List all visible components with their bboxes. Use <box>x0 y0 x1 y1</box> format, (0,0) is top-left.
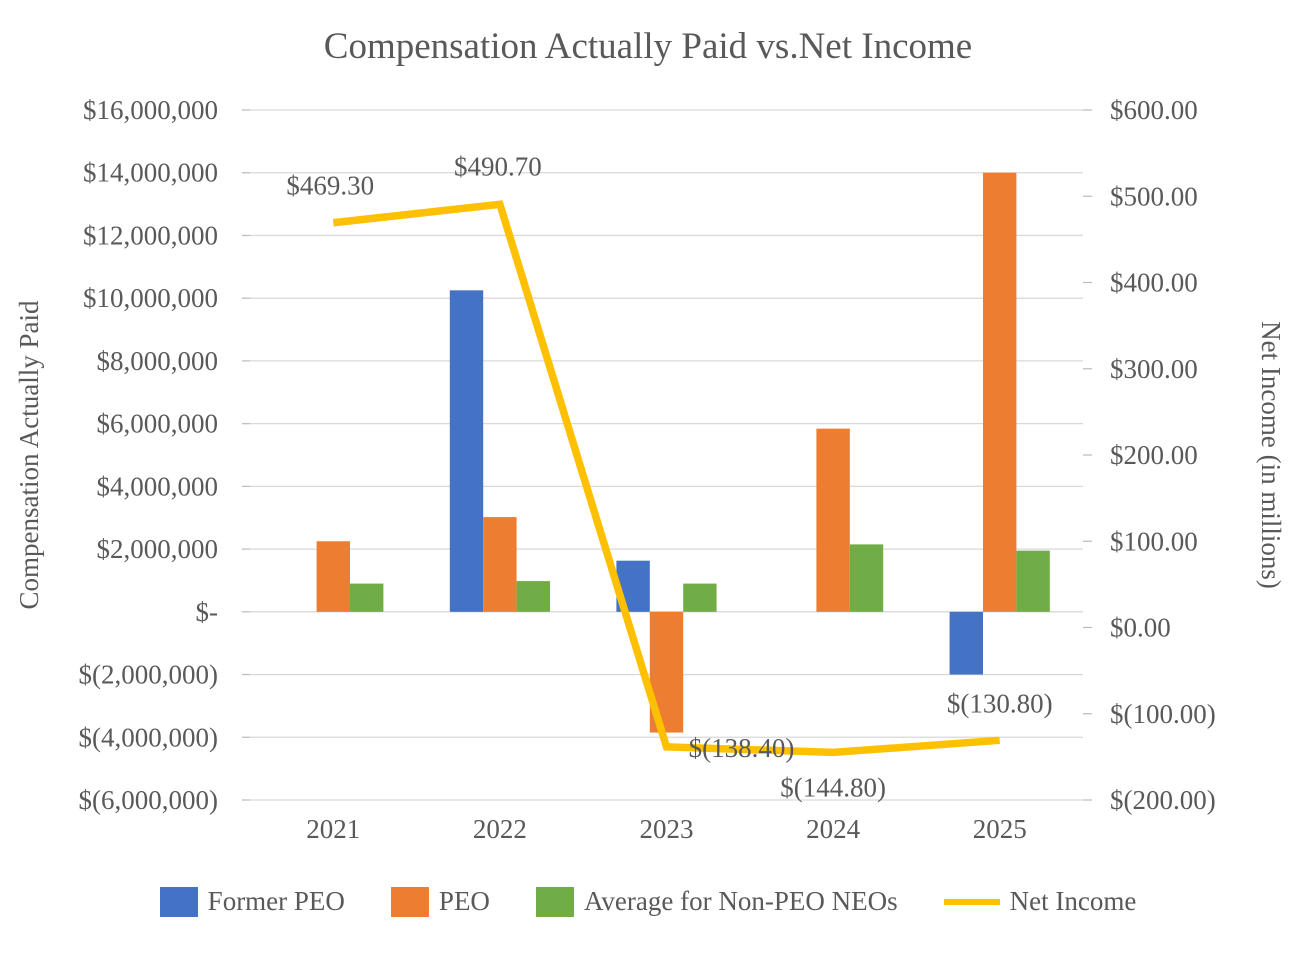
right-axis-tick-label: $500.00 <box>1110 181 1198 211</box>
legend-item-non-peo-neos: Average for Non-PEO NEOs <box>535 886 898 917</box>
x-axis-label: 2024 <box>806 814 861 844</box>
net-income-data-label: $(144.80) <box>780 772 886 802</box>
left-axis-title: Compensation Actually Paid <box>14 300 44 609</box>
legend-label-non-peo-neos: Average for Non-PEO NEOs <box>583 886 898 916</box>
left-axis-tick-label: $- <box>196 597 219 627</box>
bar-average-for-non-peo-neos-2022 <box>516 581 550 612</box>
bar-average-for-non-peo-neos-2025 <box>1016 550 1050 612</box>
bar-average-for-non-peo-neos-2023 <box>683 583 717 612</box>
net-income-line-icon <box>943 898 1000 905</box>
right-axis-tick-label: $100.00 <box>1110 526 1198 556</box>
bar-former-peo-2025 <box>949 611 983 675</box>
bar-average-for-non-peo-neos-2024 <box>849 544 884 612</box>
left-axis-tick-label: $(4,000,000) <box>79 722 218 752</box>
left-axis-tick-label: $4,000,000 <box>97 471 219 501</box>
left-axis-tick-label: $16,000,000 <box>83 95 218 125</box>
left-axis-tick-label: $12,000,000 <box>83 220 218 250</box>
left-axis-tick-label: $(6,000,000) <box>79 785 218 815</box>
bar-peo-2022 <box>483 517 517 612</box>
bar-peo-2021 <box>316 541 350 612</box>
right-axis-title: Net Income (in millions) <box>1256 321 1286 589</box>
legend-label-peo: PEO <box>438 886 490 916</box>
right-axis-tick-label: $600.00 <box>1110 95 1198 125</box>
left-axis-tick-label: $(2,000,000) <box>79 660 218 690</box>
net-income-line <box>332 200 1000 757</box>
left-axis-tick-label: $6,000,000 <box>97 409 219 439</box>
net-income-data-label: $(138.40) <box>689 733 795 763</box>
left-axis-tick-label: $2,000,000 <box>97 534 219 564</box>
bar-peo-2025 <box>983 172 1017 612</box>
legend: Former PEO PEO Average for Non-PEO NEOs … <box>0 886 1296 917</box>
right-axis-tick-label: $0.00 <box>1110 613 1171 643</box>
legend-label-net-income: Net Income <box>1009 886 1137 916</box>
net-income-data-label: $(130.80) <box>947 688 1053 718</box>
legend-item-net-income: Net Income <box>943 886 1137 917</box>
left-axis-tick-label: $14,000,000 <box>83 158 218 188</box>
x-axis-label: 2025 <box>973 814 1027 844</box>
legend-item-peo: PEO <box>390 886 490 917</box>
x-axis-label: 2023 <box>640 814 694 844</box>
x-axis-label: 2021 <box>306 814 360 844</box>
bar-peo-2024 <box>816 428 850 612</box>
left-axis-tick-label: $8,000,000 <box>97 346 219 376</box>
former-peo-swatch-icon <box>159 886 198 917</box>
legend-label-former-peo: Former PEO <box>207 886 345 916</box>
peo-swatch-icon <box>390 886 429 917</box>
x-axis-label: 2022 <box>473 814 527 844</box>
bar-average-for-non-peo-neos-2021 <box>350 583 384 612</box>
non-peo-neos-swatch-icon <box>535 886 574 917</box>
left-axis-tick-label: $10,000,000 <box>83 283 218 313</box>
right-axis-tick-label: $(200.00) <box>1110 785 1216 815</box>
net-income-data-label: $490.70 <box>454 151 542 181</box>
right-axis-tick-label: $300.00 <box>1110 354 1198 384</box>
chart-title: Compensation Actually Paid vs.Net Income <box>323 26 973 67</box>
right-axis-tick-label: $200.00 <box>1110 440 1198 470</box>
legend-item-former-peo: Former PEO <box>159 886 345 917</box>
right-axis-tick-label: $(100.00) <box>1110 699 1216 729</box>
bar-former-peo-2022 <box>449 290 484 612</box>
right-axis-tick-label: $400.00 <box>1110 268 1198 298</box>
net-income-data-label: $469.30 <box>286 171 374 201</box>
